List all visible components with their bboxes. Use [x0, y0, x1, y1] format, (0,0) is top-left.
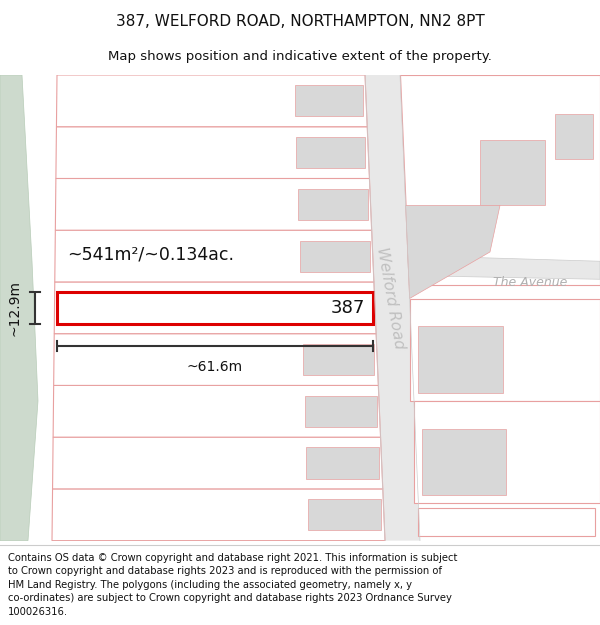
Polygon shape [408, 256, 600, 279]
Polygon shape [56, 75, 367, 127]
Text: Map shows position and indicative extent of the property.: Map shows position and indicative extent… [108, 50, 492, 62]
Polygon shape [52, 489, 385, 541]
Bar [410, 299, 600, 401]
Polygon shape [0, 75, 38, 541]
Bar [298, 189, 368, 220]
Bar [296, 137, 365, 168]
Bar [555, 114, 593, 159]
Bar [306, 448, 379, 479]
Polygon shape [406, 206, 500, 299]
Polygon shape [53, 386, 380, 437]
Bar [301, 292, 372, 323]
Polygon shape [53, 334, 379, 386]
Bar [422, 429, 506, 496]
Text: to Crown copyright and database rights 2023 and is reproduced with the permissio: to Crown copyright and database rights 2… [8, 566, 442, 576]
Bar [305, 396, 377, 427]
Bar [308, 499, 381, 530]
Polygon shape [58, 292, 373, 324]
Text: 387, WELFORD ROAD, NORTHAMPTON, NN2 8PT: 387, WELFORD ROAD, NORTHAMPTON, NN2 8PT [116, 14, 484, 29]
Text: Welford Road: Welford Road [374, 246, 406, 351]
Polygon shape [54, 282, 376, 334]
Text: ~12.9m: ~12.9m [7, 281, 22, 336]
Bar [418, 326, 503, 393]
Bar [480, 140, 545, 206]
Text: co-ordinates) are subject to Crown copyright and database rights 2023 Ordnance S: co-ordinates) are subject to Crown copyr… [8, 593, 452, 603]
Text: ~541m²/~0.134ac.: ~541m²/~0.134ac. [67, 245, 235, 263]
Text: HM Land Registry. The polygons (including the associated geometry, namely x, y: HM Land Registry. The polygons (includin… [8, 580, 412, 590]
Polygon shape [53, 437, 383, 489]
Text: 100026316.: 100026316. [8, 607, 68, 617]
Bar [299, 241, 370, 272]
Polygon shape [55, 179, 371, 230]
Text: Contains OS data © Crown copyright and database right 2021. This information is : Contains OS data © Crown copyright and d… [8, 552, 457, 562]
Bar [418, 508, 595, 536]
Text: ~61.6m: ~61.6m [187, 361, 243, 374]
Text: The Avenue: The Avenue [493, 276, 567, 289]
Bar [295, 86, 363, 116]
Polygon shape [56, 127, 370, 179]
Text: 387: 387 [331, 299, 365, 318]
Polygon shape [400, 75, 600, 284]
Polygon shape [365, 75, 420, 541]
Bar [414, 401, 600, 503]
Polygon shape [55, 230, 374, 282]
Bar [303, 344, 374, 375]
